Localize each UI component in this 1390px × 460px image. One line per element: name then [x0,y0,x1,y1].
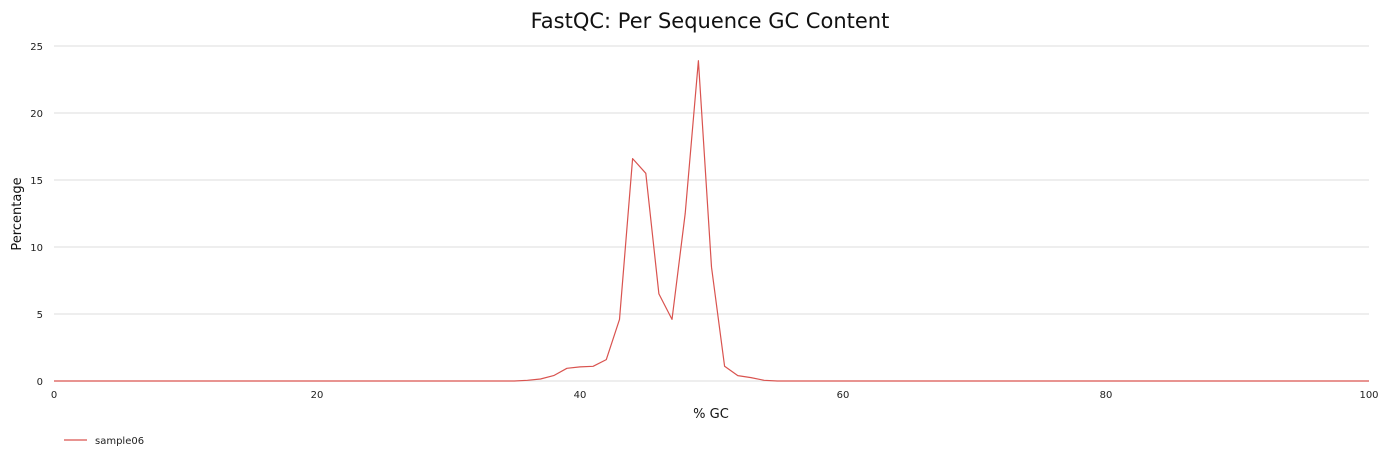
x-tick-label: 20 [311,390,324,401]
y-tick-label: 0 [37,377,43,388]
y-axis-label: Percentage [10,177,25,250]
y-tick-label: 25 [30,42,43,53]
legend[interactable]: sample06 [64,436,144,447]
grid [54,45,1369,382]
x-tick-label: 80 [1100,390,1113,401]
x-tick-label: 40 [574,390,587,401]
y-tick-label: 15 [30,176,43,187]
x-tick-label: 60 [837,390,850,401]
y-tick-label: 10 [30,243,43,254]
y-tick-label: 20 [30,109,43,120]
x-axis-label: % GC [693,407,729,422]
chart-title: FastQC: Per Sequence GC Content [531,9,890,33]
x-tick-label: 100 [1359,390,1378,401]
legend-label: sample06 [95,436,144,447]
y-tick-label: 5 [37,310,43,321]
series-line-sample06[interactable] [54,60,1369,382]
series-lines [54,60,1369,382]
y-tick-labels: 0 5 10 15 20 25 [30,42,43,388]
x-tick-labels: 0 20 40 60 80 100 [51,390,1379,401]
x-tick-label: 0 [51,390,57,401]
